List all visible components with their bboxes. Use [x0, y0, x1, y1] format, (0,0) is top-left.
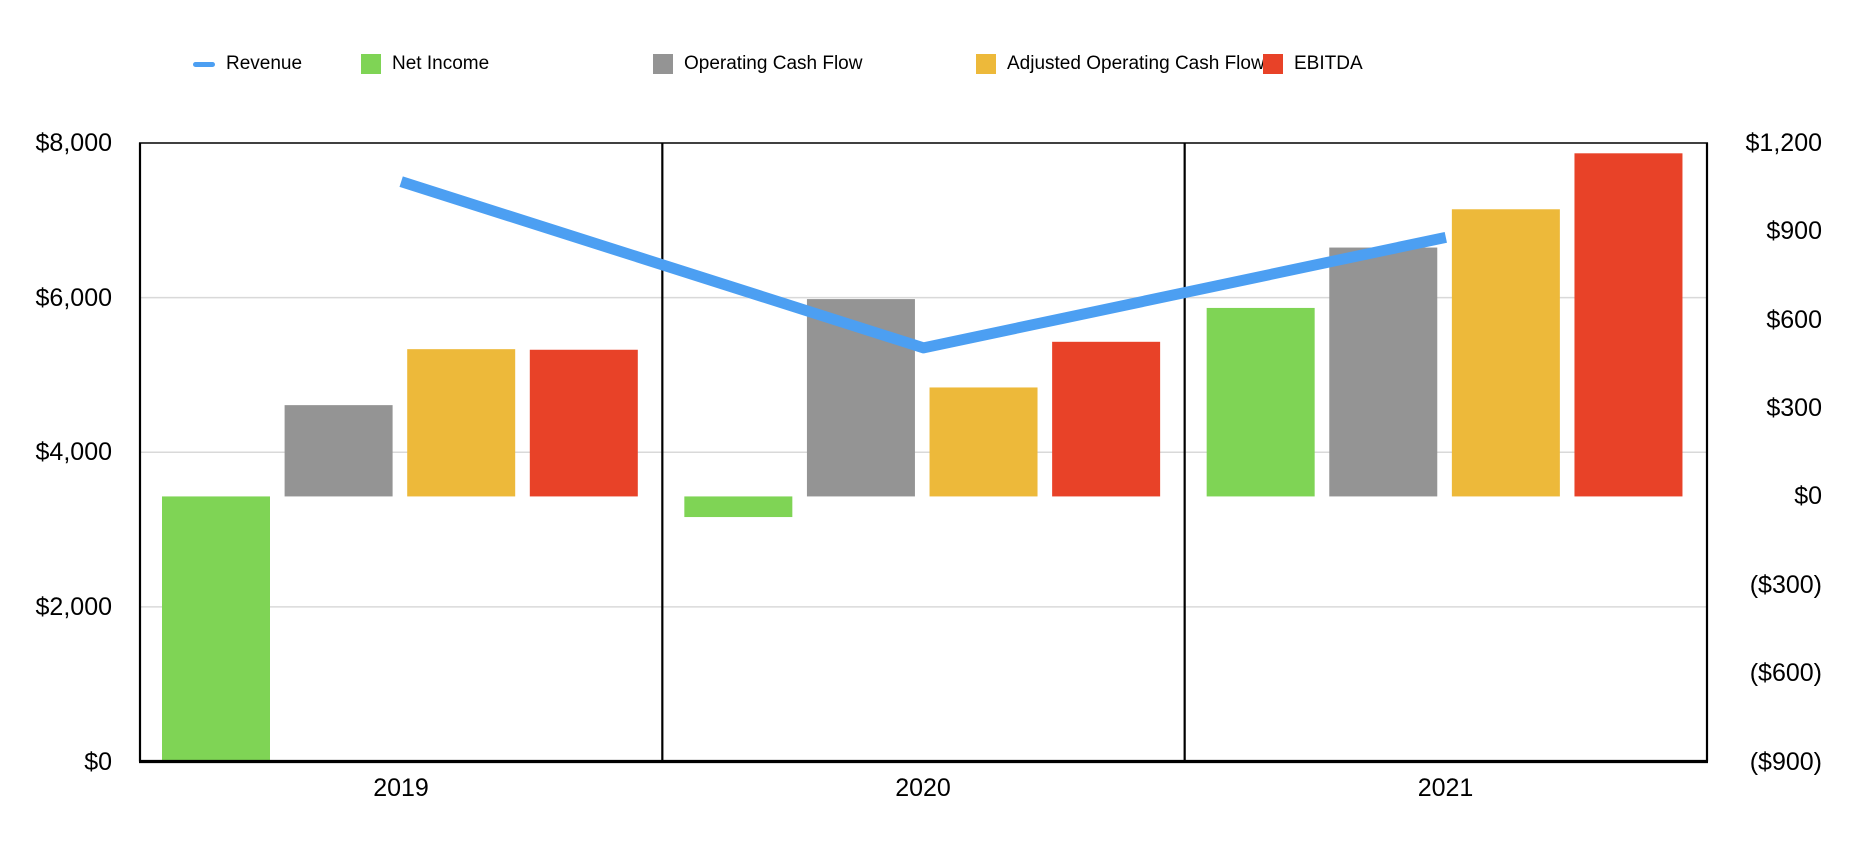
legend-item-revenue[interactable]: Revenue: [193, 51, 302, 77]
left-axis-tick: $6,000: [35, 283, 112, 312]
x-axis-label-2021: 2021: [1417, 774, 1474, 802]
bar-ebitda-2019: [529, 349, 638, 497]
legend-label-net-income: Net Income: [392, 53, 490, 74]
revenue-line-swatch-icon: [193, 61, 215, 67]
bar-net-income-2020: [684, 496, 793, 518]
net-income-swatch-icon: [361, 54, 381, 74]
ebitda-swatch-icon: [1263, 54, 1283, 74]
right-axis-tick: $900: [1766, 217, 1822, 246]
x-axis-label-2019: 2019: [373, 774, 429, 802]
right-axis-tick: ($300): [1749, 570, 1822, 599]
right-axis-tick: $600: [1766, 305, 1822, 334]
bar-ebitda-2021: [1574, 153, 1683, 497]
revenue-line: [399, 176, 1447, 354]
bar-adjusted-operating-cash-flow-2019: [407, 349, 516, 497]
bar-adjusted-operating-cash-flow-2021: [1451, 209, 1560, 497]
left-axis-tick: $8,000: [35, 129, 112, 157]
bar-operating-cash-flow-2021: [1329, 247, 1438, 497]
left-axis-tick: $2,000: [35, 592, 112, 621]
x-axis-label-2020: 2020: [895, 774, 951, 802]
right-axis-tick: $1,200: [1745, 129, 1822, 157]
legend-item-adjusted-operating-cash-flow[interactable]: Adjusted Operating Cash Flow: [976, 51, 1265, 77]
legend-label-adjusted-operating-cash-flow: Adjusted Operating Cash Flow: [1007, 53, 1265, 74]
right-axis-tick: $300: [1766, 394, 1822, 423]
right-axis-tick: ($600): [1749, 659, 1822, 688]
right-axis-tick: $0: [1794, 482, 1822, 511]
left-axis-tick: $4,000: [35, 438, 112, 467]
legend-label-operating-cash-flow: Operating Cash Flow: [684, 53, 863, 74]
legend-item-net-income[interactable]: Net Income: [361, 51, 489, 77]
legend-item-ebitda[interactable]: EBITDA: [1263, 51, 1363, 77]
bar-adjusted-operating-cash-flow-2020: [929, 387, 1038, 497]
operating-cash-flow-swatch-icon: [653, 54, 673, 74]
legend-label-revenue: Revenue: [226, 53, 303, 74]
bar-net-income-2021: [1206, 307, 1315, 497]
adjusted-operating-cash-flow-swatch-icon: [976, 54, 996, 74]
bar-operating-cash-flow-2019: [284, 405, 393, 497]
right-axis-tick: ($900): [1749, 747, 1822, 776]
bar-net-income-2019: [162, 496, 270, 762]
legend-item-operating-cash-flow[interactable]: Operating Cash Flow: [653, 51, 862, 77]
legend-label-ebitda: EBITDA: [1294, 53, 1363, 74]
bar-ebitda-2020: [1052, 341, 1161, 497]
left-axis-tick: $0: [84, 747, 112, 776]
